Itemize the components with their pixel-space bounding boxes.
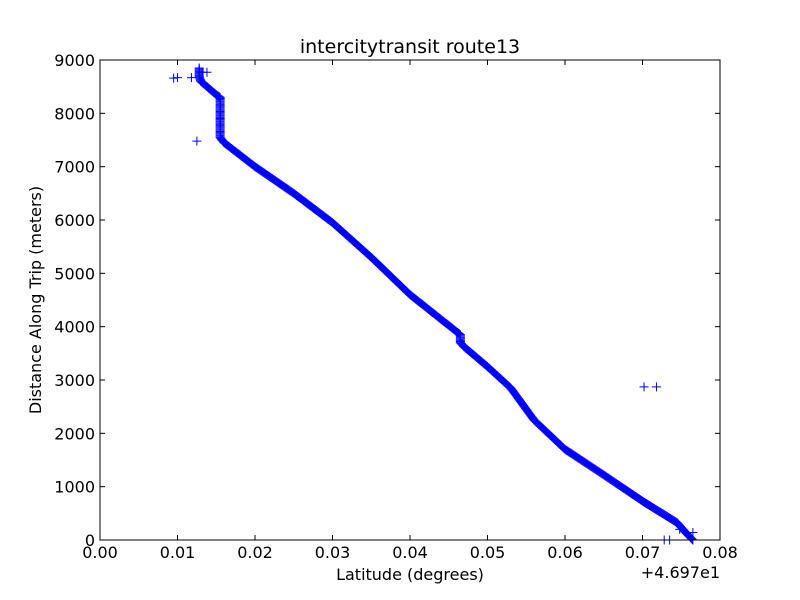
- x-tick-label: 0.02: [237, 543, 273, 562]
- x-tick-label: 0.07: [625, 543, 661, 562]
- y-tick-label: 8000: [54, 104, 95, 123]
- data-points: [169, 63, 698, 545]
- outlier-point: [675, 524, 685, 534]
- y-tick-label: 0: [85, 531, 95, 550]
- x-axis-label: Latitude (degrees): [336, 565, 484, 584]
- x-tick-label: 0.03: [315, 543, 351, 562]
- y-axis-label: Distance Along Trip (meters): [26, 186, 45, 414]
- y-tick-label: 4000: [54, 318, 95, 337]
- outlier-point: [651, 382, 661, 392]
- y-tick-label: 2000: [54, 424, 95, 443]
- outlier-point: [169, 73, 179, 83]
- x-tick-label: 0.05: [470, 543, 506, 562]
- outlier-point: [186, 73, 196, 83]
- outlier-point: [688, 528, 698, 538]
- x-tick-label: 0.00: [82, 543, 118, 562]
- chart-title: intercitytransit route13: [300, 36, 520, 58]
- y-tick-label: 1000: [54, 478, 95, 497]
- outlier-point: [202, 67, 212, 77]
- y-tick-label: 3000: [54, 371, 95, 390]
- y-tick-label: 7000: [54, 158, 95, 177]
- outlier-point: [639, 382, 649, 392]
- y-axis: 0 1000 2000 3000 4000 5000 6000 7000 8000 9000: [54, 51, 720, 550]
- x-offset-label: +4.697e1: [641, 563, 720, 582]
- outlier-point: [173, 73, 182, 83]
- y-tick-label: 9000: [54, 51, 95, 70]
- outlier-point: [192, 136, 202, 146]
- y-tick-label: 5000: [54, 264, 95, 283]
- x-axis: 0.00 0.01 0.02 0.03 0.04 0.05 0.06 0.07 0.08: [82, 60, 738, 562]
- x-tick-label: 0.08: [702, 543, 738, 562]
- x-tick-label: 0.01: [160, 543, 196, 562]
- y-tick-label: 6000: [54, 211, 95, 230]
- x-tick-label: 0.04: [392, 543, 428, 562]
- x-tick-label: 0.06: [547, 543, 583, 562]
